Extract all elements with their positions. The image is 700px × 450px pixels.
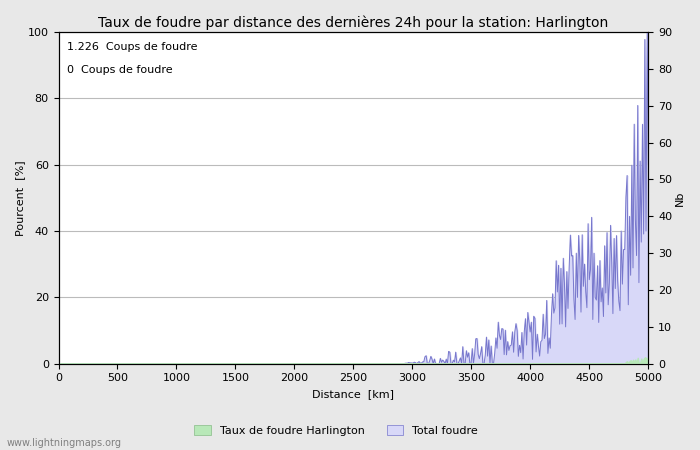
- Text: 1.226  Coups de foudre: 1.226 Coups de foudre: [67, 42, 198, 52]
- Text: 0  Coups de foudre: 0 Coups de foudre: [67, 65, 173, 75]
- Text: www.lightningmaps.org: www.lightningmaps.org: [7, 438, 122, 448]
- Y-axis label: Pourcent  [%]: Pourcent [%]: [15, 160, 25, 236]
- X-axis label: Distance  [km]: Distance [km]: [312, 389, 394, 399]
- Y-axis label: Nb: Nb: [675, 190, 685, 206]
- Title: Taux de foudre par distance des dernières 24h pour la station: Harlington: Taux de foudre par distance des dernière…: [98, 15, 608, 30]
- Legend: Taux de foudre Harlington, Total foudre: Taux de foudre Harlington, Total foudre: [190, 420, 482, 440]
